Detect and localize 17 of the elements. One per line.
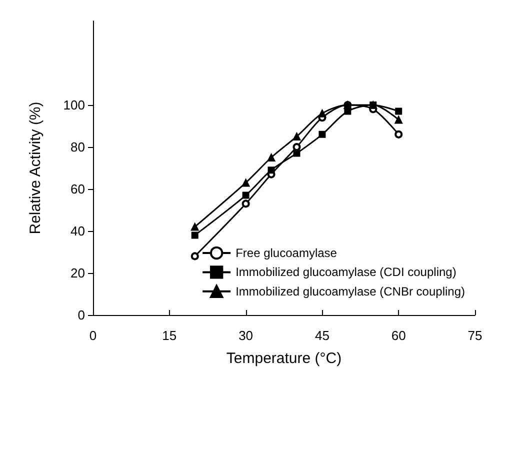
y-tick-label: 80 [70, 140, 85, 154]
x-tick-label: 0 [89, 328, 97, 343]
x-tick-label: 75 [468, 328, 482, 343]
y-tick-label: 60 [70, 182, 85, 196]
legend-label: Immobilized glucoamylase (CNBr coupling) [236, 284, 466, 298]
legend-label: Immobilized glucoamylase (CDI coupling) [236, 265, 456, 280]
x-tick-label: 30 [238, 328, 254, 343]
x-axis-title: Temperature (°C) [226, 350, 342, 367]
y-axis-title: Relative Activity (%) [27, 102, 44, 234]
x-tick-label: 60 [391, 328, 406, 343]
x-tick-label: 15 [162, 328, 177, 343]
legend-label: Free glucoamylase [236, 246, 338, 260]
y-tick-label: 0 [78, 308, 85, 322]
x-tick-label: 45 [314, 328, 330, 343]
y-tick-label: 40 [70, 224, 85, 238]
y-tick-label: 20 [70, 266, 85, 280]
y-tick-label: 100 [63, 98, 85, 112]
